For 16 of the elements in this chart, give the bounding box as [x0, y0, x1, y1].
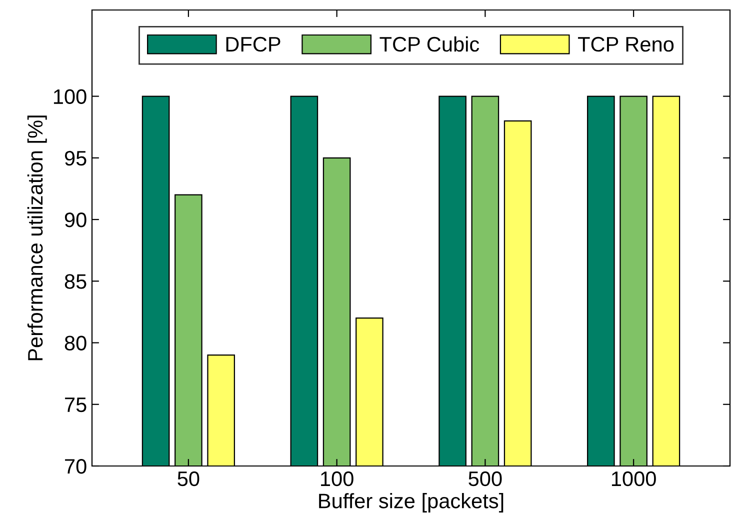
legend-label: DFCP	[226, 36, 280, 52]
y-tick-label: 85	[64, 274, 86, 289]
x-axis-title: Buffer size [packets]	[319, 493, 504, 512]
x-tick-label: 1000	[612, 471, 656, 486]
y-tick-label: 90	[64, 212, 86, 228]
x-tick-label: 500	[468, 471, 502, 486]
y-tick-label: 70	[65, 459, 86, 474]
x-tick-label: 100	[321, 471, 354, 486]
y-tick-label: 100	[54, 89, 86, 104]
y-tick-label: 80	[64, 336, 86, 351]
legend-label: TCP Cubic	[380, 36, 480, 52]
x-tick-label: 50	[178, 471, 200, 486]
y-axis-title: Performance utilization [%]	[27, 116, 47, 360]
legend-label: TCP Reno	[578, 36, 674, 52]
y-tick-label: 75	[65, 398, 86, 412]
y-tick-label: 95	[64, 150, 86, 166]
